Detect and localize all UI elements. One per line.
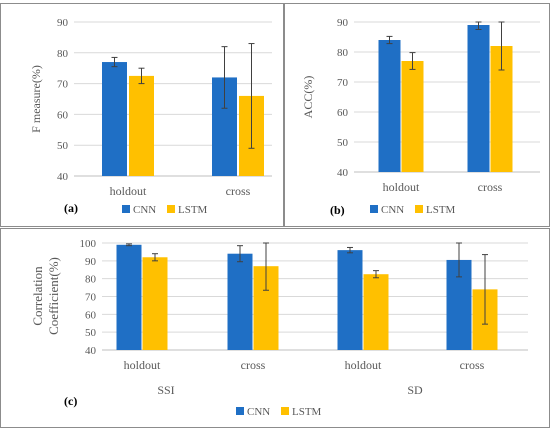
y-tick-label: 40 — [57, 171, 69, 183]
bar-cnn — [467, 25, 490, 172]
bar-cnn — [116, 244, 142, 350]
legend-swatch-lstm — [167, 205, 175, 213]
x-tick-label: holdout — [124, 358, 161, 372]
legend-label-lstm: LSTM — [292, 406, 322, 418]
bar-cnn — [227, 253, 253, 350]
legend-swatch-cnn — [236, 407, 244, 415]
legend-label-cnn: CNN — [247, 406, 270, 418]
y-tick-label: 50 — [57, 140, 69, 152]
y-tick-label: 60 — [57, 109, 69, 121]
bar-cnn — [378, 40, 401, 172]
bar-cnn — [337, 250, 363, 350]
x-tick-label: cross — [226, 184, 251, 198]
y-tick-label: 70 — [337, 77, 349, 89]
y-tick-label: 80 — [337, 47, 349, 59]
y-tick-label: 60 — [337, 107, 349, 119]
panel-b-chart: 40 50 60 70 80 90 holdout cross ACC(%) (b) CNN LSTM — [284, 3, 550, 227]
y-axis-label-line-1: Correlation — [30, 266, 45, 326]
y-tick-label: 80 — [57, 48, 69, 60]
y-axis-label: ACC(%) — [301, 76, 315, 119]
y-tick-label: 70 — [57, 79, 69, 91]
y-tick-label: 100 — [80, 238, 97, 250]
x-tick-label: cross — [478, 180, 503, 194]
legend-label-lstm: LSTM — [178, 204, 208, 216]
y-tick-label: 40 — [337, 167, 349, 179]
x-tick-label: holdout — [345, 358, 382, 372]
y-tick-label: 90 — [57, 17, 69, 29]
legend-swatch-lstm — [415, 205, 423, 213]
panel-c-chart: 40 50 60 70 80 90 100 holdout cross holdout cross S… — [0, 228, 550, 428]
legend-swatch-lstm — [281, 407, 289, 415]
group-label: SD — [407, 383, 423, 397]
panel-label: (c) — [64, 394, 77, 408]
legend-label-cnn: CNN — [133, 204, 156, 216]
group-label: SSI — [157, 383, 174, 397]
bar-cnn — [102, 62, 127, 176]
bar-lstm — [129, 75, 154, 176]
y-tick-label: 80 — [85, 274, 97, 286]
x-tick-label: cross — [460, 358, 485, 372]
bar-lstm — [363, 274, 389, 350]
y-tick-label: 70 — [85, 292, 97, 304]
bar-lstm — [142, 257, 168, 350]
panel-label: (a) — [64, 201, 78, 215]
legend-label-lstm: LSTM — [426, 204, 456, 216]
legend-swatch-cnn — [370, 205, 378, 213]
y-axis-label-line-2: Coefficient(%) — [46, 257, 61, 335]
y-tick-label: 50 — [337, 137, 349, 149]
legend-swatch-cnn — [122, 205, 130, 213]
y-axis-label: CorrelationCoefficient(%) — [30, 257, 61, 335]
y-tick-label: 90 — [337, 17, 349, 29]
y-axis-label: F measure(%) — [29, 65, 43, 133]
y-tick-label: 90 — [85, 256, 97, 268]
legend-label-cnn: CNN — [381, 204, 404, 216]
panel-frame — [0, 3, 284, 227]
panel-a-chart: 40 50 60 70 80 90 holdout cross F measure(%) (a) C… — [0, 3, 284, 227]
x-tick-label: holdout — [110, 184, 147, 198]
panel-label: (b) — [330, 203, 345, 217]
y-tick-label: 50 — [85, 327, 97, 339]
bar-lstm — [401, 61, 424, 172]
y-tick-label: 60 — [85, 309, 97, 321]
bar-lstm — [490, 46, 513, 172]
y-tick-label: 40 — [85, 345, 97, 357]
x-tick-label: holdout — [383, 180, 420, 194]
x-tick-label: cross — [241, 358, 266, 372]
